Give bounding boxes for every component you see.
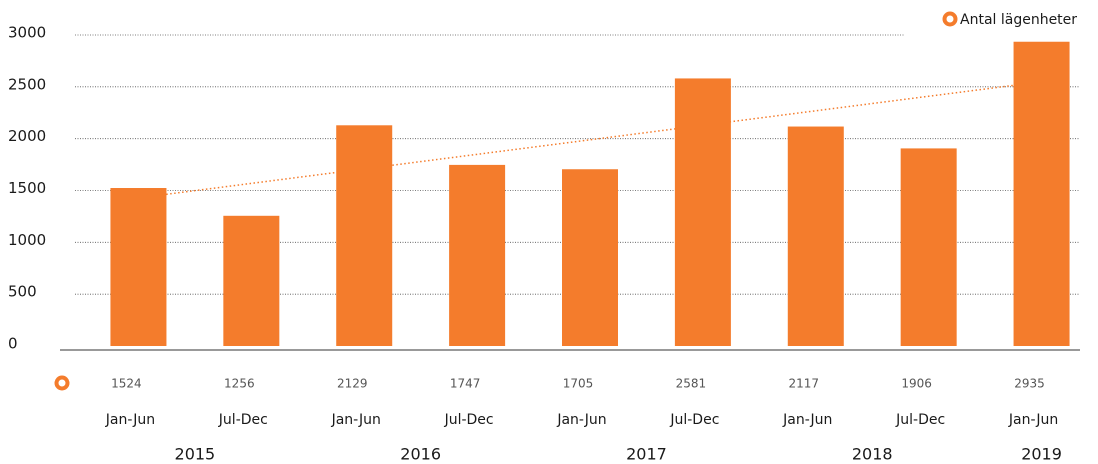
- y-tick-label: 1000: [8, 231, 46, 249]
- bar: [900, 148, 957, 346]
- bar: [787, 126, 844, 347]
- bar: [449, 164, 506, 346]
- y-tick-label: 0: [8, 335, 18, 353]
- x-tick-label: Jan-Jun: [331, 412, 381, 428]
- x-tick-label: Jul-Dec: [669, 412, 719, 428]
- bar: [1013, 41, 1070, 346]
- table-value: 2935: [1014, 377, 1045, 391]
- x-tick-label: Jan-Jun: [556, 412, 606, 428]
- table-marker: [54, 375, 70, 391]
- x-tick-label: Jul-Dec: [895, 412, 945, 428]
- x-tick-label: Jan-Jun: [782, 412, 832, 428]
- bar: [674, 78, 731, 346]
- bar: [110, 188, 167, 346]
- table-value: 1256: [224, 377, 255, 391]
- table-value: 1705: [563, 377, 594, 391]
- y-tick-label: 3000: [8, 24, 46, 42]
- table-value: 2581: [676, 377, 707, 391]
- x-tick-label: Jul-Dec: [218, 412, 268, 428]
- legend-label: Antal lägenheter: [960, 12, 1077, 28]
- y-tick-label: 2500: [8, 75, 46, 93]
- table-value: 1747: [450, 377, 481, 391]
- y-tick-label: 1500: [8, 179, 46, 197]
- y-tick-label: 2000: [8, 127, 46, 145]
- bar: [562, 169, 618, 346]
- table-value: 2129: [337, 377, 368, 391]
- table-value: 2117: [789, 377, 820, 391]
- bar: [223, 215, 280, 346]
- year-label: 2019: [1021, 445, 1062, 464]
- year-label: 2016: [400, 445, 441, 464]
- x-tick-label: Jul-Dec: [444, 412, 494, 428]
- x-tick-label: Jan-Jun: [105, 412, 155, 428]
- y-tick-label: 500: [8, 283, 37, 301]
- table-value: 1906: [901, 377, 932, 391]
- x-tick-label: Jan-Jun: [1008, 412, 1058, 428]
- year-label: 2018: [852, 445, 893, 464]
- table-value: 1524: [111, 377, 142, 391]
- year-label: 2017: [626, 445, 667, 464]
- legend-marker: [942, 11, 958, 27]
- year-label: 2015: [175, 445, 216, 464]
- bar: [336, 125, 393, 346]
